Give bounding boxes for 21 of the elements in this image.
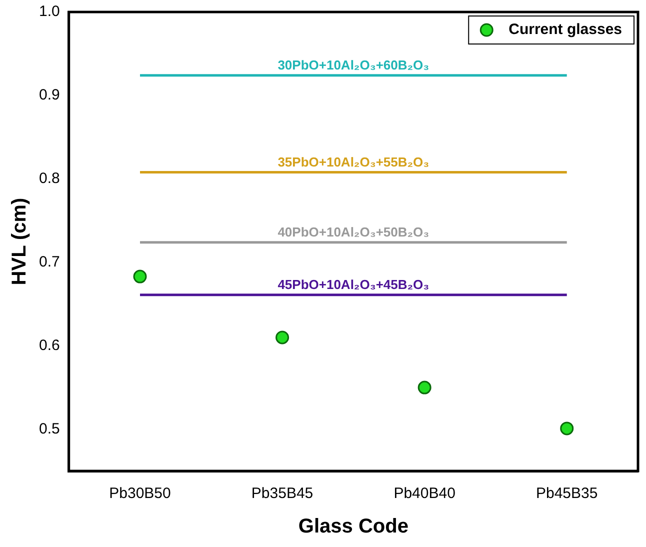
x-tick-label: Pb30B50 [109,485,171,502]
y-tick-label: 1.0 [38,3,60,20]
series-label: 45PbO+10Al₂O₃+45B₂O₃ [278,276,430,292]
point [133,270,147,284]
x-tick-label: Pb45B35 [536,485,598,502]
x-tick-label: Pb35B45 [251,485,314,502]
point [418,380,432,394]
y-tick-label: 0.7 [38,254,60,271]
y-axis-title: HVL (cm) [8,198,31,286]
x-axis-title: Glass Code [298,516,408,538]
y-tick-label: 0.6 [38,336,60,354]
legend-label: Current glasses [508,21,622,38]
x-tick-label: Pb40B40 [394,485,456,502]
point [560,422,574,436]
y-tick-label: 0.8 [38,170,60,188]
series-label: 30PbO+10Al₂O₃+60B₂O₃ [278,58,430,73]
y-tick-label: 0.9 [38,86,60,104]
series-label: 40PbO+10Al₂O₃+50B₂O₃ [278,224,430,240]
y-tick-label: 0.5 [38,420,60,438]
point [276,330,290,344]
series-label: 35PbO+10Al₂O₃+55B₂O₃ [278,154,430,170]
